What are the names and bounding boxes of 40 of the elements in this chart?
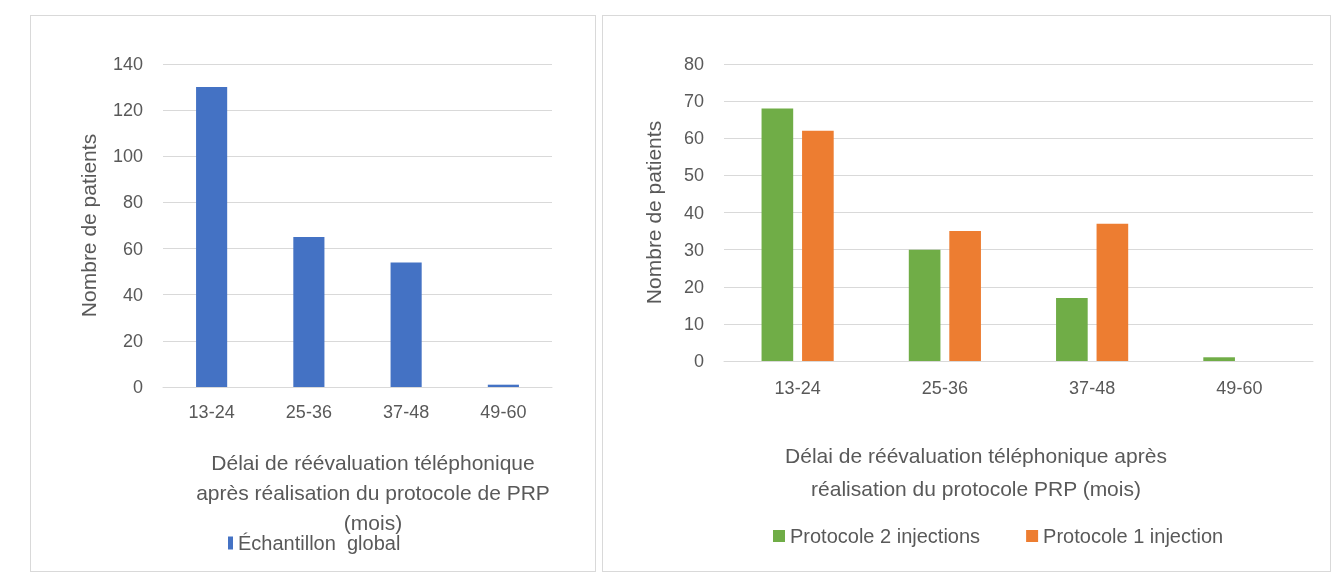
y-tick-label: 0 (693, 351, 704, 371)
bar (1056, 297, 1088, 361)
y-tick-label: 0 (132, 377, 143, 397)
y-axis-title: Nombre de patients (642, 120, 665, 305)
y-tick-label: 80 (122, 192, 143, 213)
y-axis-title: Nombre de patients (77, 133, 100, 318)
x-tick-label: 25-36 (285, 402, 332, 422)
y-tick-label: 20 (122, 330, 143, 351)
x-tick-label: 37-48 (383, 402, 430, 422)
x-axis-title: Délai de réévaluation téléphonique après réalisation du protocole PRP (mois) (784, 443, 1168, 502)
y-tick-label: 50 (683, 165, 704, 186)
bar (949, 231, 981, 361)
x-tick-label: 37-48 (1069, 378, 1116, 398)
y-tick-label: 40 (122, 284, 143, 305)
y-tick-label: 80 (683, 54, 704, 74)
y-tick-label: 40 (683, 202, 704, 223)
y-tick-label: 100 (112, 146, 143, 167)
y-tick-label: 140 (112, 54, 143, 74)
bar (390, 262, 422, 387)
legend-label: Protocole 1 injection (1043, 525, 1224, 547)
x-tick-label: 49-60 (480, 402, 527, 422)
bar (293, 237, 325, 387)
y-tick-label: 70 (683, 91, 704, 112)
bar (761, 108, 794, 361)
y-tick-label: 30 (683, 239, 704, 260)
y-tick-label: 20 (683, 276, 704, 297)
x-tick-label: 13-24 (188, 402, 235, 422)
bar (802, 130, 834, 361)
x-tick-label: 25-36 (921, 378, 968, 398)
bar (908, 249, 941, 361)
y-tick-label: 60 (683, 128, 704, 149)
bar (196, 87, 228, 387)
y-tick-label: 10 (683, 313, 704, 334)
y-tick-label: 120 (112, 100, 143, 121)
x-tick-label: 49-60 (1216, 378, 1263, 398)
bar (1203, 357, 1235, 361)
x-tick-label: 13-24 (774, 378, 821, 398)
y-tick-label: 60 (122, 238, 143, 259)
legend-label: Protocole 2 injections (790, 525, 981, 547)
bar (1096, 223, 1129, 361)
